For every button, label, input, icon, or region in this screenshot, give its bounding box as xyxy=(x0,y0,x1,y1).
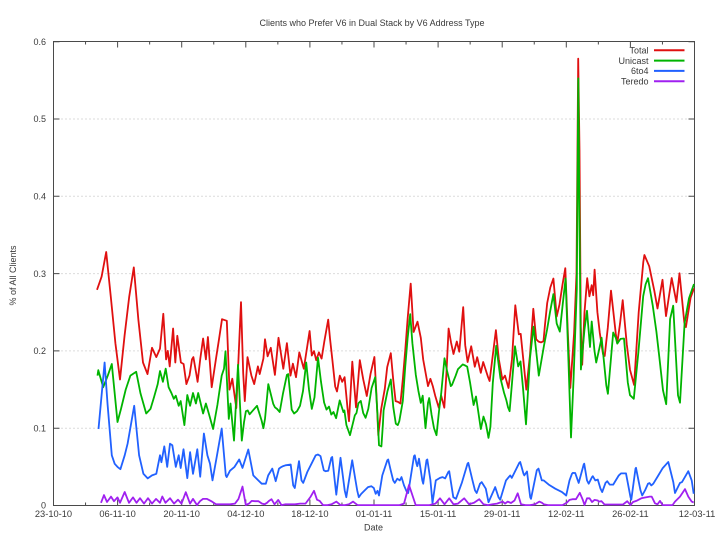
svg-text:Clients who Prefer V6 in Dual: Clients who Prefer V6 in Dual Stack by V… xyxy=(260,18,485,28)
svg-text:0.4: 0.4 xyxy=(33,192,46,202)
svg-text:0.5: 0.5 xyxy=(33,114,46,124)
svg-text:12-03-11: 12-03-11 xyxy=(679,509,716,519)
svg-text:6to4: 6to4 xyxy=(631,66,649,76)
svg-text:0: 0 xyxy=(41,501,46,511)
svg-text:26-02-11: 26-02-11 xyxy=(612,509,649,519)
svg-text:23-10-10: 23-10-10 xyxy=(35,509,72,519)
svg-text:18-12-10: 18-12-10 xyxy=(291,509,328,519)
svg-text:29-01-11: 29-01-11 xyxy=(484,509,521,519)
svg-text:Date: Date xyxy=(364,523,383,533)
svg-text:% of All Clients: % of All Clients xyxy=(8,245,18,306)
svg-text:0.3: 0.3 xyxy=(33,269,46,279)
svg-text:0.6: 0.6 xyxy=(33,37,46,47)
svg-text:01-01-11: 01-01-11 xyxy=(356,509,393,519)
svg-text:Total: Total xyxy=(629,46,648,56)
svg-text:20-11-10: 20-11-10 xyxy=(163,509,200,519)
svg-text:06-11-10: 06-11-10 xyxy=(99,509,136,519)
svg-text:12-02-11: 12-02-11 xyxy=(548,509,585,519)
svg-text:Unicast: Unicast xyxy=(618,56,649,66)
svg-text:04-12-10: 04-12-10 xyxy=(227,509,264,519)
svg-text:0.2: 0.2 xyxy=(33,346,46,356)
svg-text:Teredo: Teredo xyxy=(621,76,649,86)
svg-text:0.1: 0.1 xyxy=(33,423,46,433)
svg-text:15-01-11: 15-01-11 xyxy=(420,509,457,519)
